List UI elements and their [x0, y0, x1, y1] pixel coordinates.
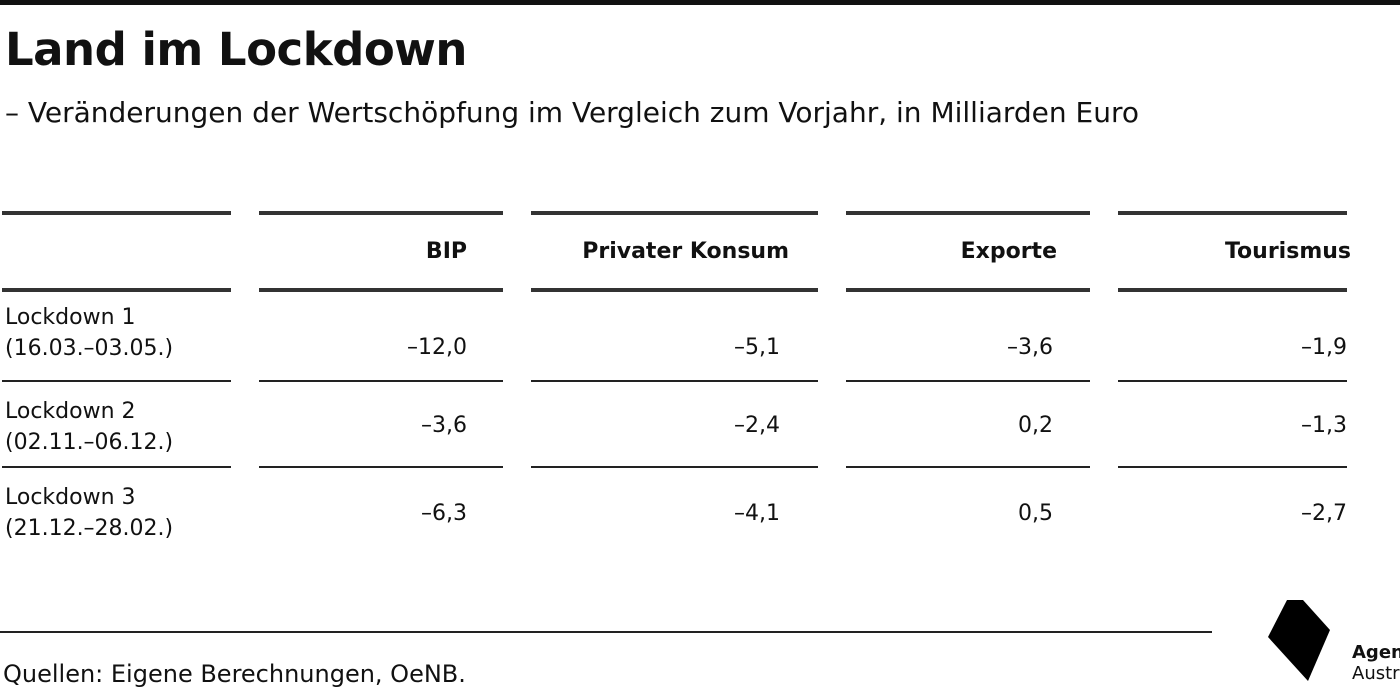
row-divider — [1118, 466, 1347, 468]
row-divider — [2, 380, 231, 382]
row-divider — [2, 466, 231, 468]
agenda-austria-logo-icon — [1268, 600, 1330, 681]
row-label-period: (02.11.–06.12.) — [5, 430, 174, 455]
table-cell: –6,3 — [421, 501, 467, 526]
table-cell: –2,7 — [1301, 501, 1347, 526]
chart-subtitle: – Veränderungen der Wertschöpfung im Ver… — [5, 96, 1140, 129]
top-rule — [0, 0, 1400, 5]
chart-title: Land im Lockdown — [5, 23, 467, 76]
row-label-name: Lockdown 3 — [5, 485, 136, 510]
header-top-rule — [259, 211, 503, 215]
row-divider — [846, 380, 1090, 382]
row-label-name: Lockdown 2 — [5, 399, 136, 424]
row-divider — [259, 466, 503, 468]
row-label-period: (16.03.–03.05.) — [5, 336, 174, 361]
source-note: Quellen: Eigene Berechnungen, OeNB. — [3, 660, 466, 688]
table-cell: –3,6 — [421, 413, 467, 438]
table-cell: –5,1 — [734, 335, 780, 360]
header-top-rule — [2, 211, 231, 215]
header-bottom-rule — [2, 288, 231, 292]
header-top-rule — [846, 211, 1090, 215]
footer-rule — [0, 631, 1212, 633]
column-header-tourismus: Tourismus — [1224, 239, 1351, 264]
row-label-period: (21.12.–28.02.) — [5, 516, 174, 541]
table-cell: –4,1 — [734, 501, 780, 526]
row-divider — [1118, 380, 1347, 382]
table-cell: –12,0 — [407, 335, 467, 360]
logo-text-agenda: Agenda — [1352, 642, 1400, 663]
header-bottom-rule — [531, 288, 818, 292]
row-divider — [259, 380, 503, 382]
table-cell: –1,3 — [1301, 413, 1347, 438]
row-label-lockdown-1: Lockdown 1 (16.03.–03.05.) — [5, 302, 173, 364]
column-header-privater-konsum: Privater Konsum — [582, 239, 789, 264]
row-divider — [531, 466, 818, 468]
header-bottom-rule — [259, 288, 503, 292]
column-header-bip: BIP — [425, 239, 467, 264]
table-cell: 0,5 — [1018, 501, 1053, 526]
header-bottom-rule — [846, 288, 1090, 292]
column-header-exporte: Exporte — [960, 239, 1057, 264]
header-top-rule — [531, 211, 818, 215]
logo-text-austria: Austria — [1352, 663, 1400, 684]
table-cell: –1,9 — [1301, 335, 1347, 360]
row-label-lockdown-2: Lockdown 2 (02.11.–06.12.) — [5, 396, 173, 458]
row-divider — [531, 380, 818, 382]
header-top-rule — [1118, 211, 1347, 215]
table-cell: –2,4 — [734, 413, 780, 438]
table-cell: –3,6 — [1007, 335, 1053, 360]
header-bottom-rule — [1118, 288, 1347, 292]
row-label-name: Lockdown 1 — [5, 305, 136, 330]
table-cell: 0,2 — [1018, 413, 1053, 438]
row-label-lockdown-3: Lockdown 3 (21.12.–28.02.) — [5, 482, 173, 544]
row-divider — [846, 466, 1090, 468]
